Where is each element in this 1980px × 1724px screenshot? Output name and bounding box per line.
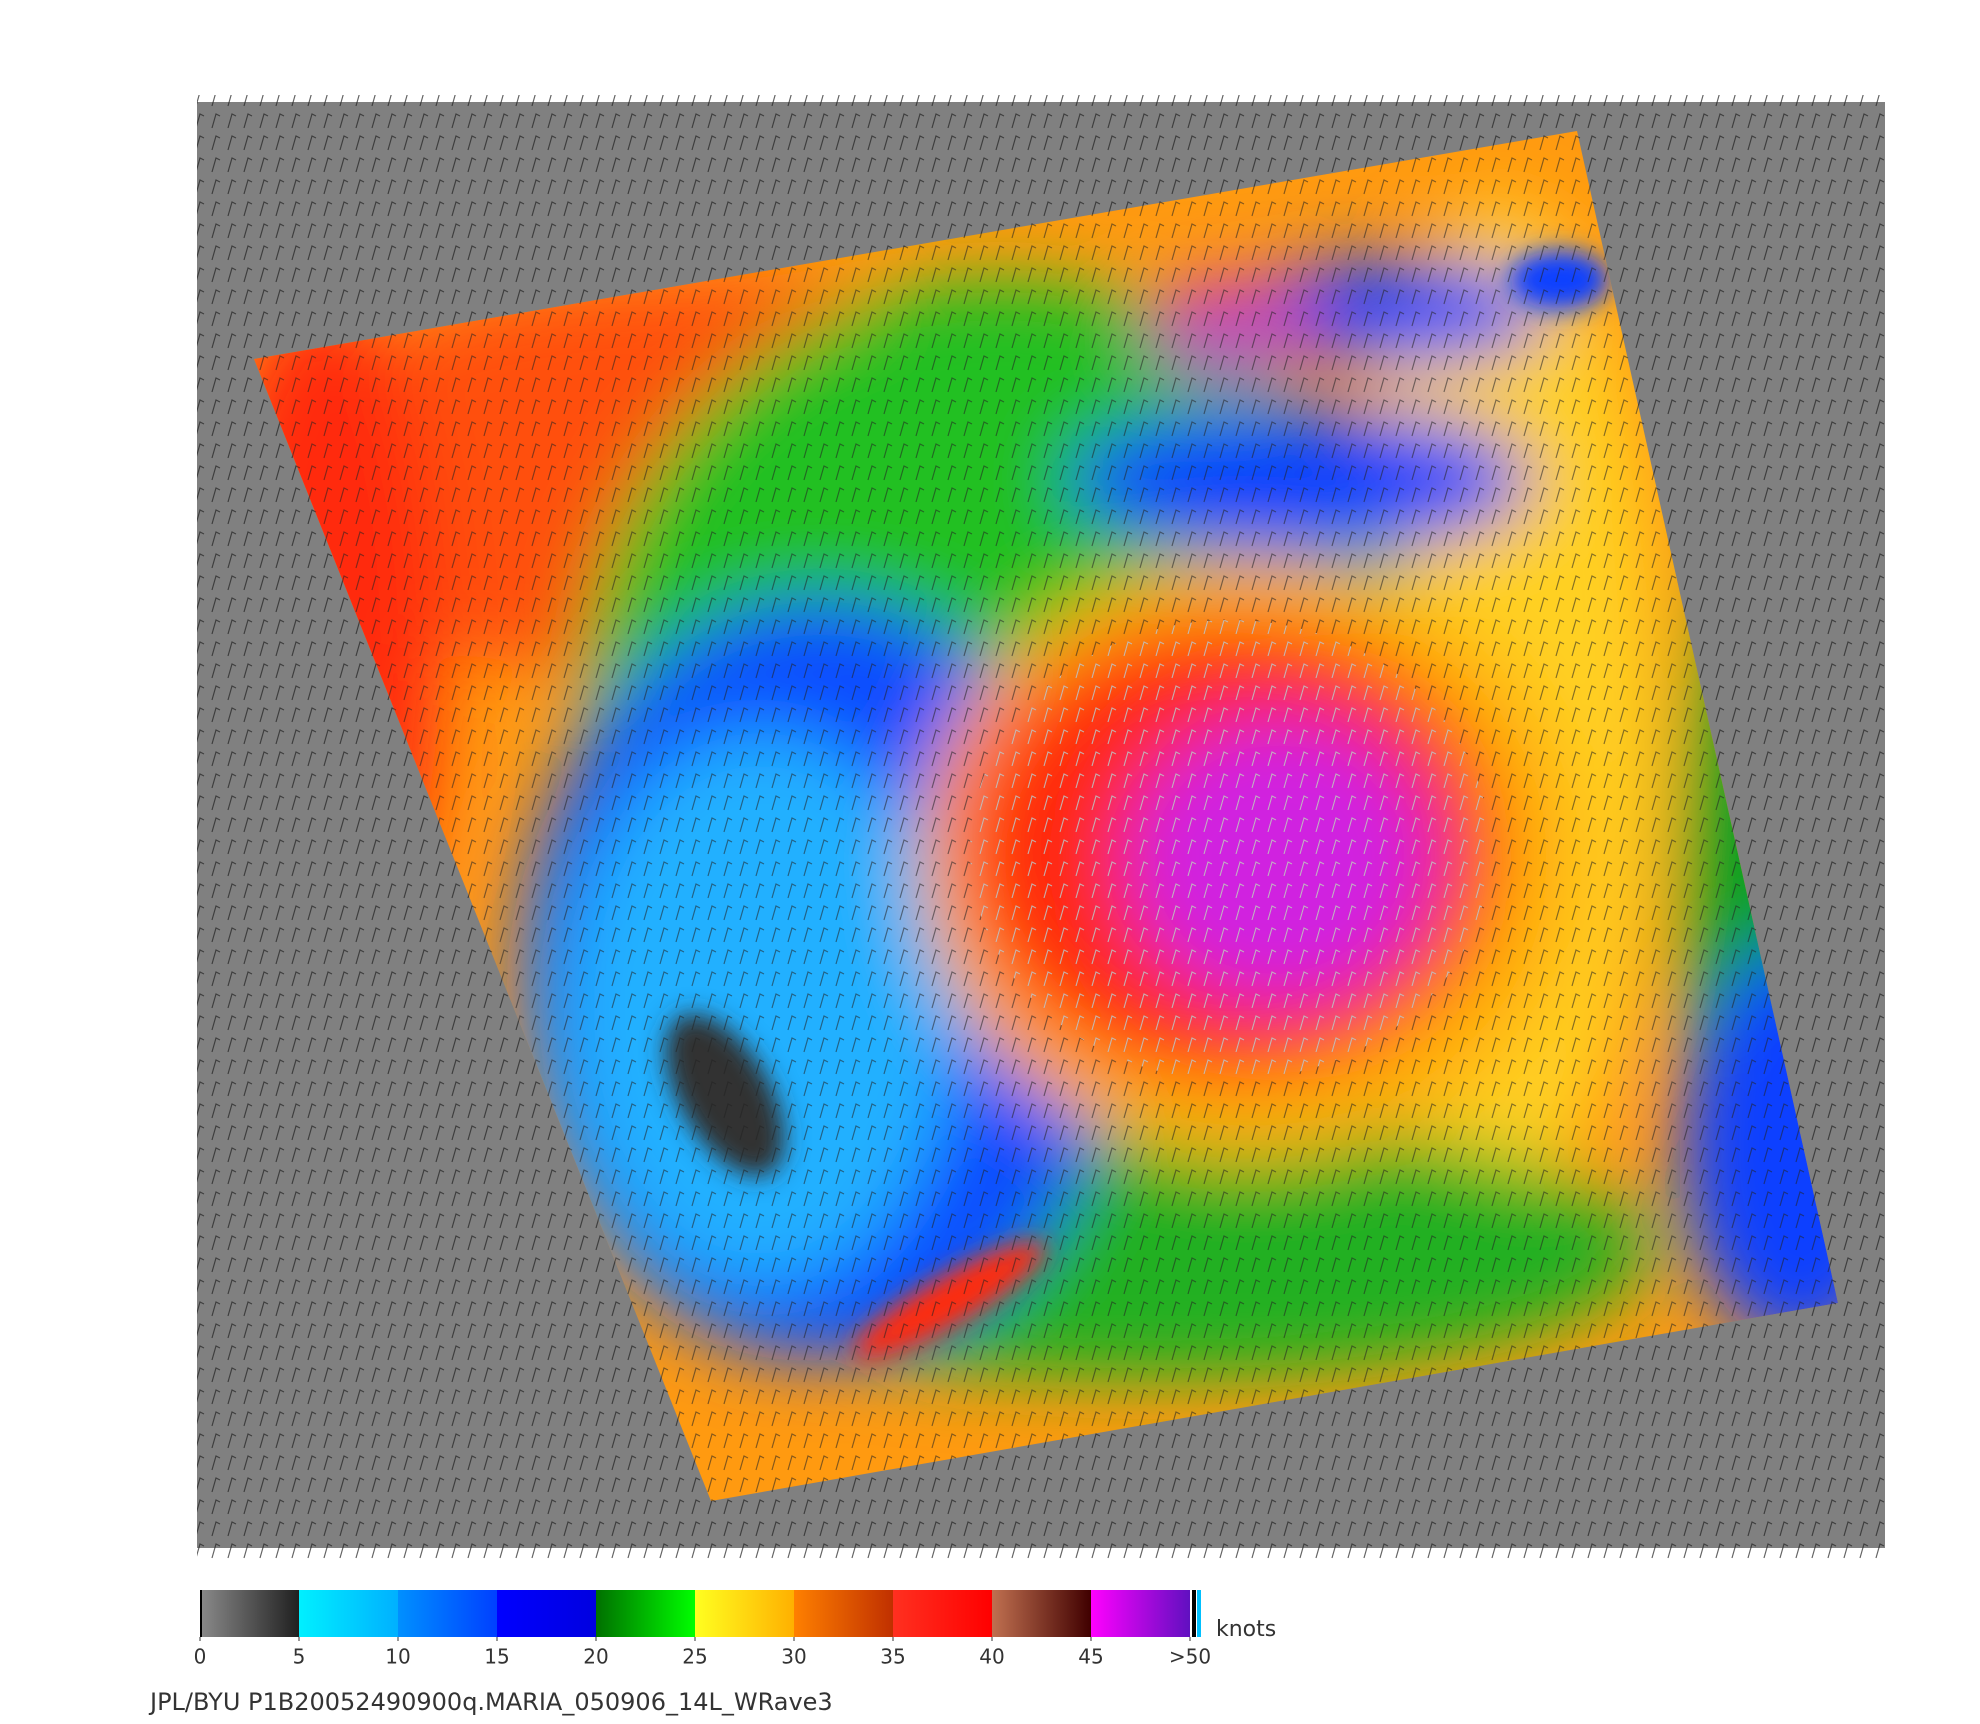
colorbar-tick-label: 35 xyxy=(880,1645,905,1669)
colorbar-unit: knots xyxy=(1216,1617,1276,1642)
footer-label: JPL/BYU P1B20052490900q.MARIA_050906_14L… xyxy=(148,1688,833,1716)
colorbar-tick-label: 40 xyxy=(979,1645,1004,1669)
colorbar-segment xyxy=(1091,1590,1190,1637)
colorbar-segment xyxy=(200,1590,299,1637)
colorbar-end xyxy=(1192,1590,1196,1637)
colorbar-segment xyxy=(596,1590,695,1637)
colorbar-tick-label: >50 xyxy=(1169,1645,1211,1669)
colorbar-segment xyxy=(992,1590,1091,1637)
colorbar-segment xyxy=(794,1590,893,1637)
colorbar-tick-label: 0 xyxy=(194,1645,207,1669)
colorbar-segment xyxy=(893,1590,992,1637)
colorbar-segment xyxy=(398,1590,497,1637)
colorbar-tick-label: 25 xyxy=(682,1645,707,1669)
colorbar-tick-label: 15 xyxy=(484,1645,509,1669)
colorbar-segment xyxy=(497,1590,596,1637)
colorbar-tick-label: 20 xyxy=(583,1645,608,1669)
colorbar-end xyxy=(1197,1590,1201,1637)
colorbar-frame xyxy=(200,1590,202,1637)
colorbar-tick-label: 45 xyxy=(1078,1645,1103,1669)
colorbar: 0 5 10 15 20 25 30 35 40 45 >50 xyxy=(194,1590,1211,1669)
colorbar-tick-label: 30 xyxy=(781,1645,806,1669)
colorbar-tick-label: 5 xyxy=(293,1645,306,1669)
colorbar-tick-label: 10 xyxy=(385,1645,410,1669)
colorbar-segment xyxy=(299,1590,398,1637)
colorbar-segment xyxy=(695,1590,794,1637)
